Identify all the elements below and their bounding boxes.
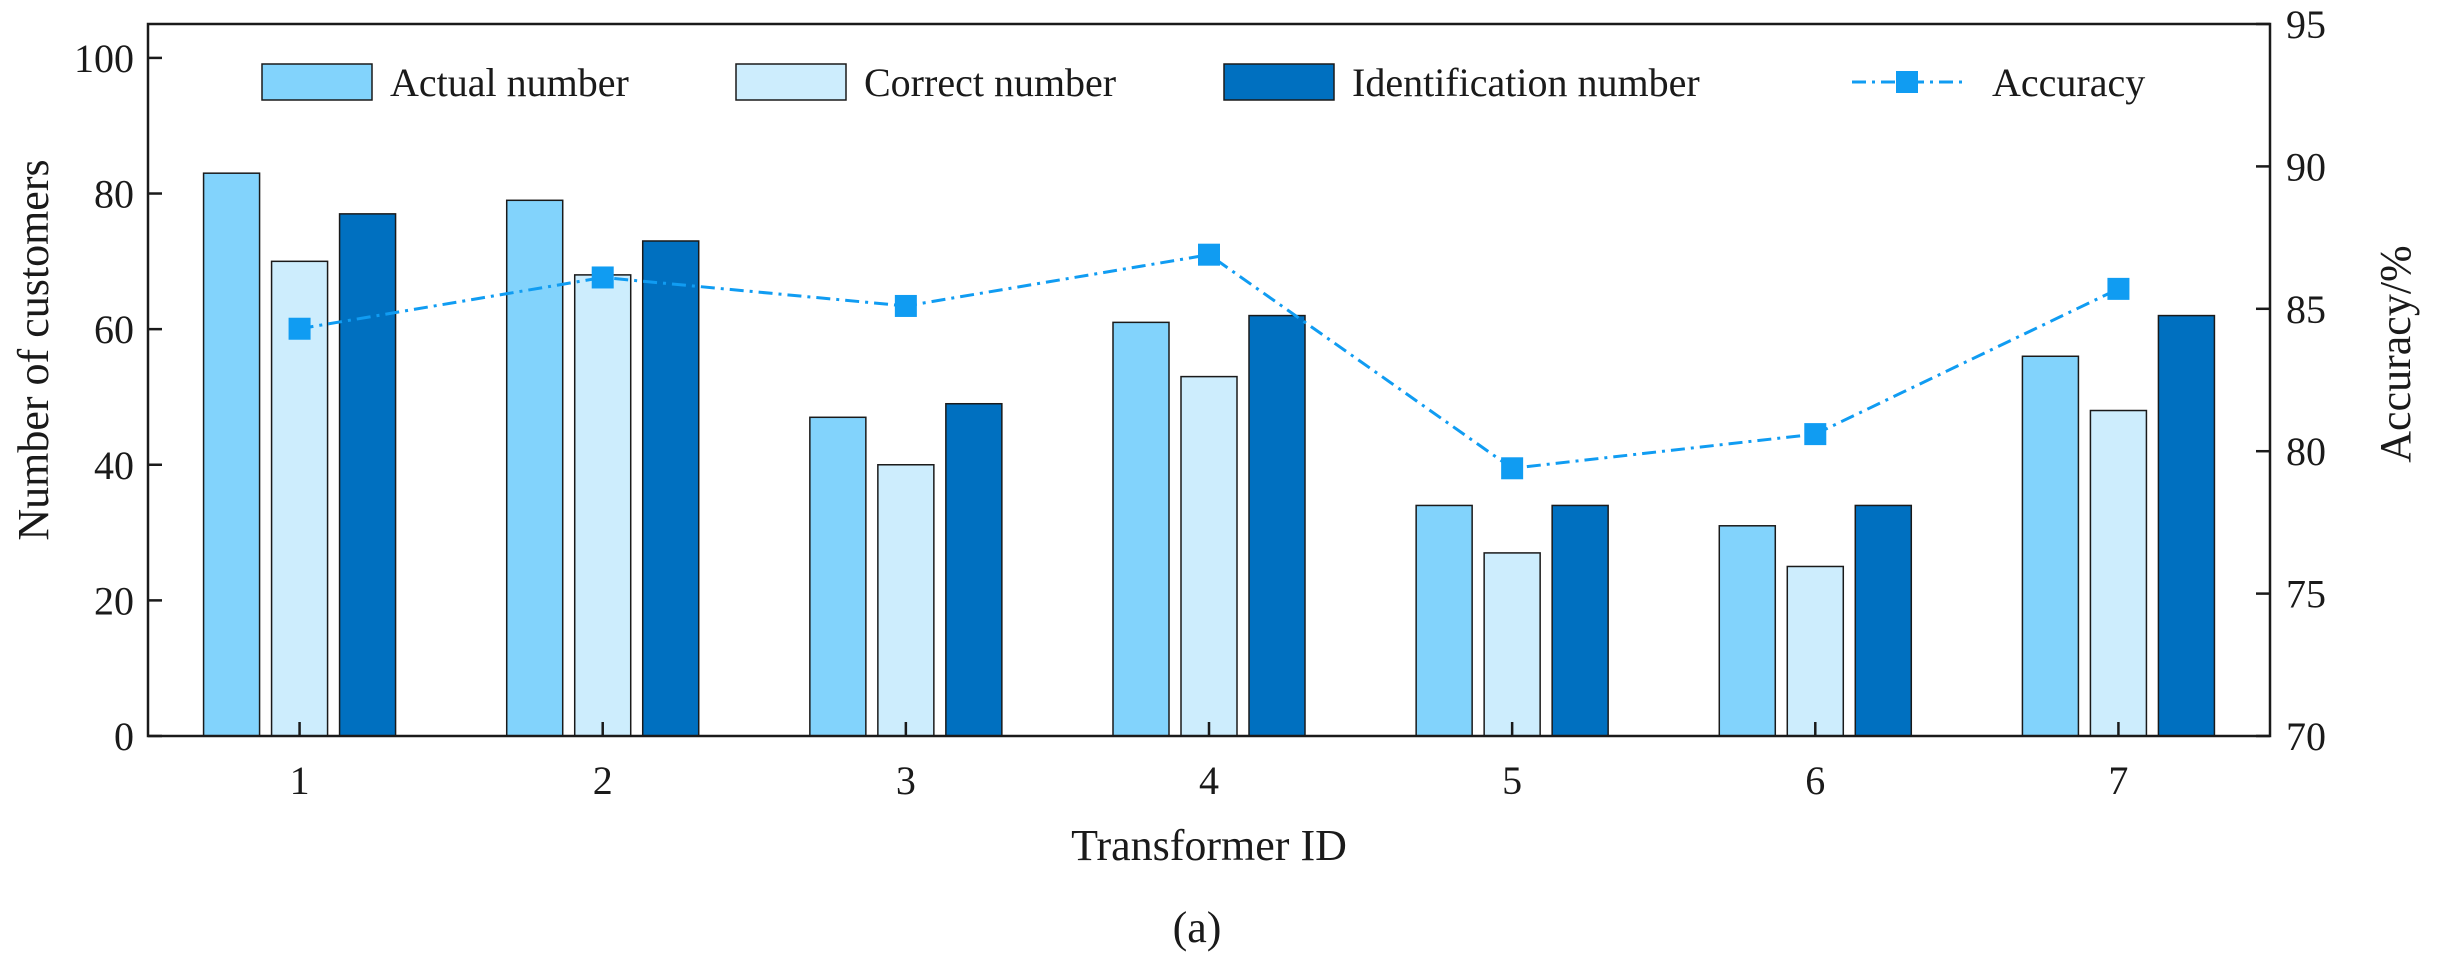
bar-actual-number-4 — [1112, 321, 1170, 737]
accuracy-line-layer — [288, 243, 2130, 480]
bars-layer — [202, 172, 2216, 737]
bar-correct-number-2 — [573, 274, 632, 737]
ticks-layer: 0 20 40 60 80 100 70 75 80 85 90 95 1 2 3 4 5 6 7 — [74, 2, 2326, 803]
bar-identification-number-1 — [338, 213, 397, 737]
legend-label-actual-number: Actual number — [390, 60, 629, 105]
accuracy-marker-4 — [1198, 243, 1220, 266]
legend-marker-accuracy — [1896, 71, 1918, 93]
x-axis-title: Transformer ID — [1071, 821, 1347, 870]
y2-tick-label: 90 — [2286, 144, 2326, 189]
x-tick-label: 4 — [1199, 758, 1219, 803]
accuracy-marker-5 — [1501, 457, 1524, 480]
y-tick-label: 20 — [94, 578, 134, 623]
bar-actual-number-5 — [1415, 504, 1473, 737]
legend-label-correct-number: Correct number — [864, 60, 1116, 105]
y2-tick-label: 85 — [2286, 287, 2326, 332]
bar-correct-number-3 — [877, 464, 935, 737]
y2-tick-label: 75 — [2286, 572, 2326, 617]
legend-label-accuracy: Accuracy — [1992, 60, 2145, 105]
bar-identification-number-3 — [945, 402, 1003, 737]
y-tick-label: 40 — [94, 443, 134, 488]
x-tick-label: 1 — [290, 758, 310, 803]
accuracy-marker-6 — [1804, 423, 1827, 446]
x-tick-label: 2 — [593, 758, 613, 803]
bar-identification-number-2 — [641, 240, 700, 737]
y2-tick-label: 80 — [2286, 429, 2326, 474]
bar-identification-number-4 — [1248, 314, 1306, 737]
y-axis-title: Number of customers — [9, 159, 58, 540]
accuracy-marker-7 — [2107, 277, 2130, 300]
bar-identification-number-6 — [1854, 504, 1913, 737]
x-tick-label: 6 — [1805, 758, 1825, 803]
bar-correct-number-4 — [1180, 375, 1238, 737]
accuracy-marker-1 — [288, 317, 311, 340]
bar-actual-number-6 — [1718, 525, 1777, 737]
bar-identification-number-5 — [1551, 504, 1609, 737]
x-tick-label: 7 — [2108, 758, 2128, 803]
bar-correct-number-6 — [1786, 565, 1845, 737]
panel-label: (a) — [1173, 903, 1222, 952]
y-tick-label: 80 — [94, 172, 134, 217]
bar-correct-number-1 — [270, 260, 329, 737]
bar-correct-number-5 — [1483, 552, 1541, 737]
x-tick-label: 5 — [1502, 758, 1522, 803]
bar-correct-number-7 — [2089, 409, 2148, 737]
accuracy-marker-2 — [591, 266, 614, 289]
accuracy-marker-3 — [894, 294, 917, 317]
y2-axis-title: Accuracy/% — [2371, 245, 2420, 462]
legend-swatch-identification-number — [1223, 63, 1335, 101]
bar-actual-number-7 — [2021, 355, 2080, 737]
y2-tick-label: 70 — [2286, 714, 2326, 759]
bar-identification-number-7 — [2157, 314, 2216, 737]
y-tick-label: 0 — [114, 714, 134, 759]
y-tick-label: 60 — [94, 307, 134, 352]
legend-swatch-actual-number — [261, 63, 373, 101]
legend-label-identification-number: Identification number — [1352, 60, 1700, 105]
legend: Actual number Correct number Identificatio… — [261, 60, 2145, 105]
y-tick-label: 100 — [74, 36, 134, 81]
y2-tick-label: 95 — [2286, 2, 2326, 47]
legend-swatch-correct-number — [735, 63, 847, 101]
x-tick-label: 3 — [896, 758, 916, 803]
bar-actual-number-1 — [202, 172, 261, 737]
bar-actual-number-3 — [809, 416, 867, 737]
bar-actual-number-2 — [505, 199, 564, 737]
